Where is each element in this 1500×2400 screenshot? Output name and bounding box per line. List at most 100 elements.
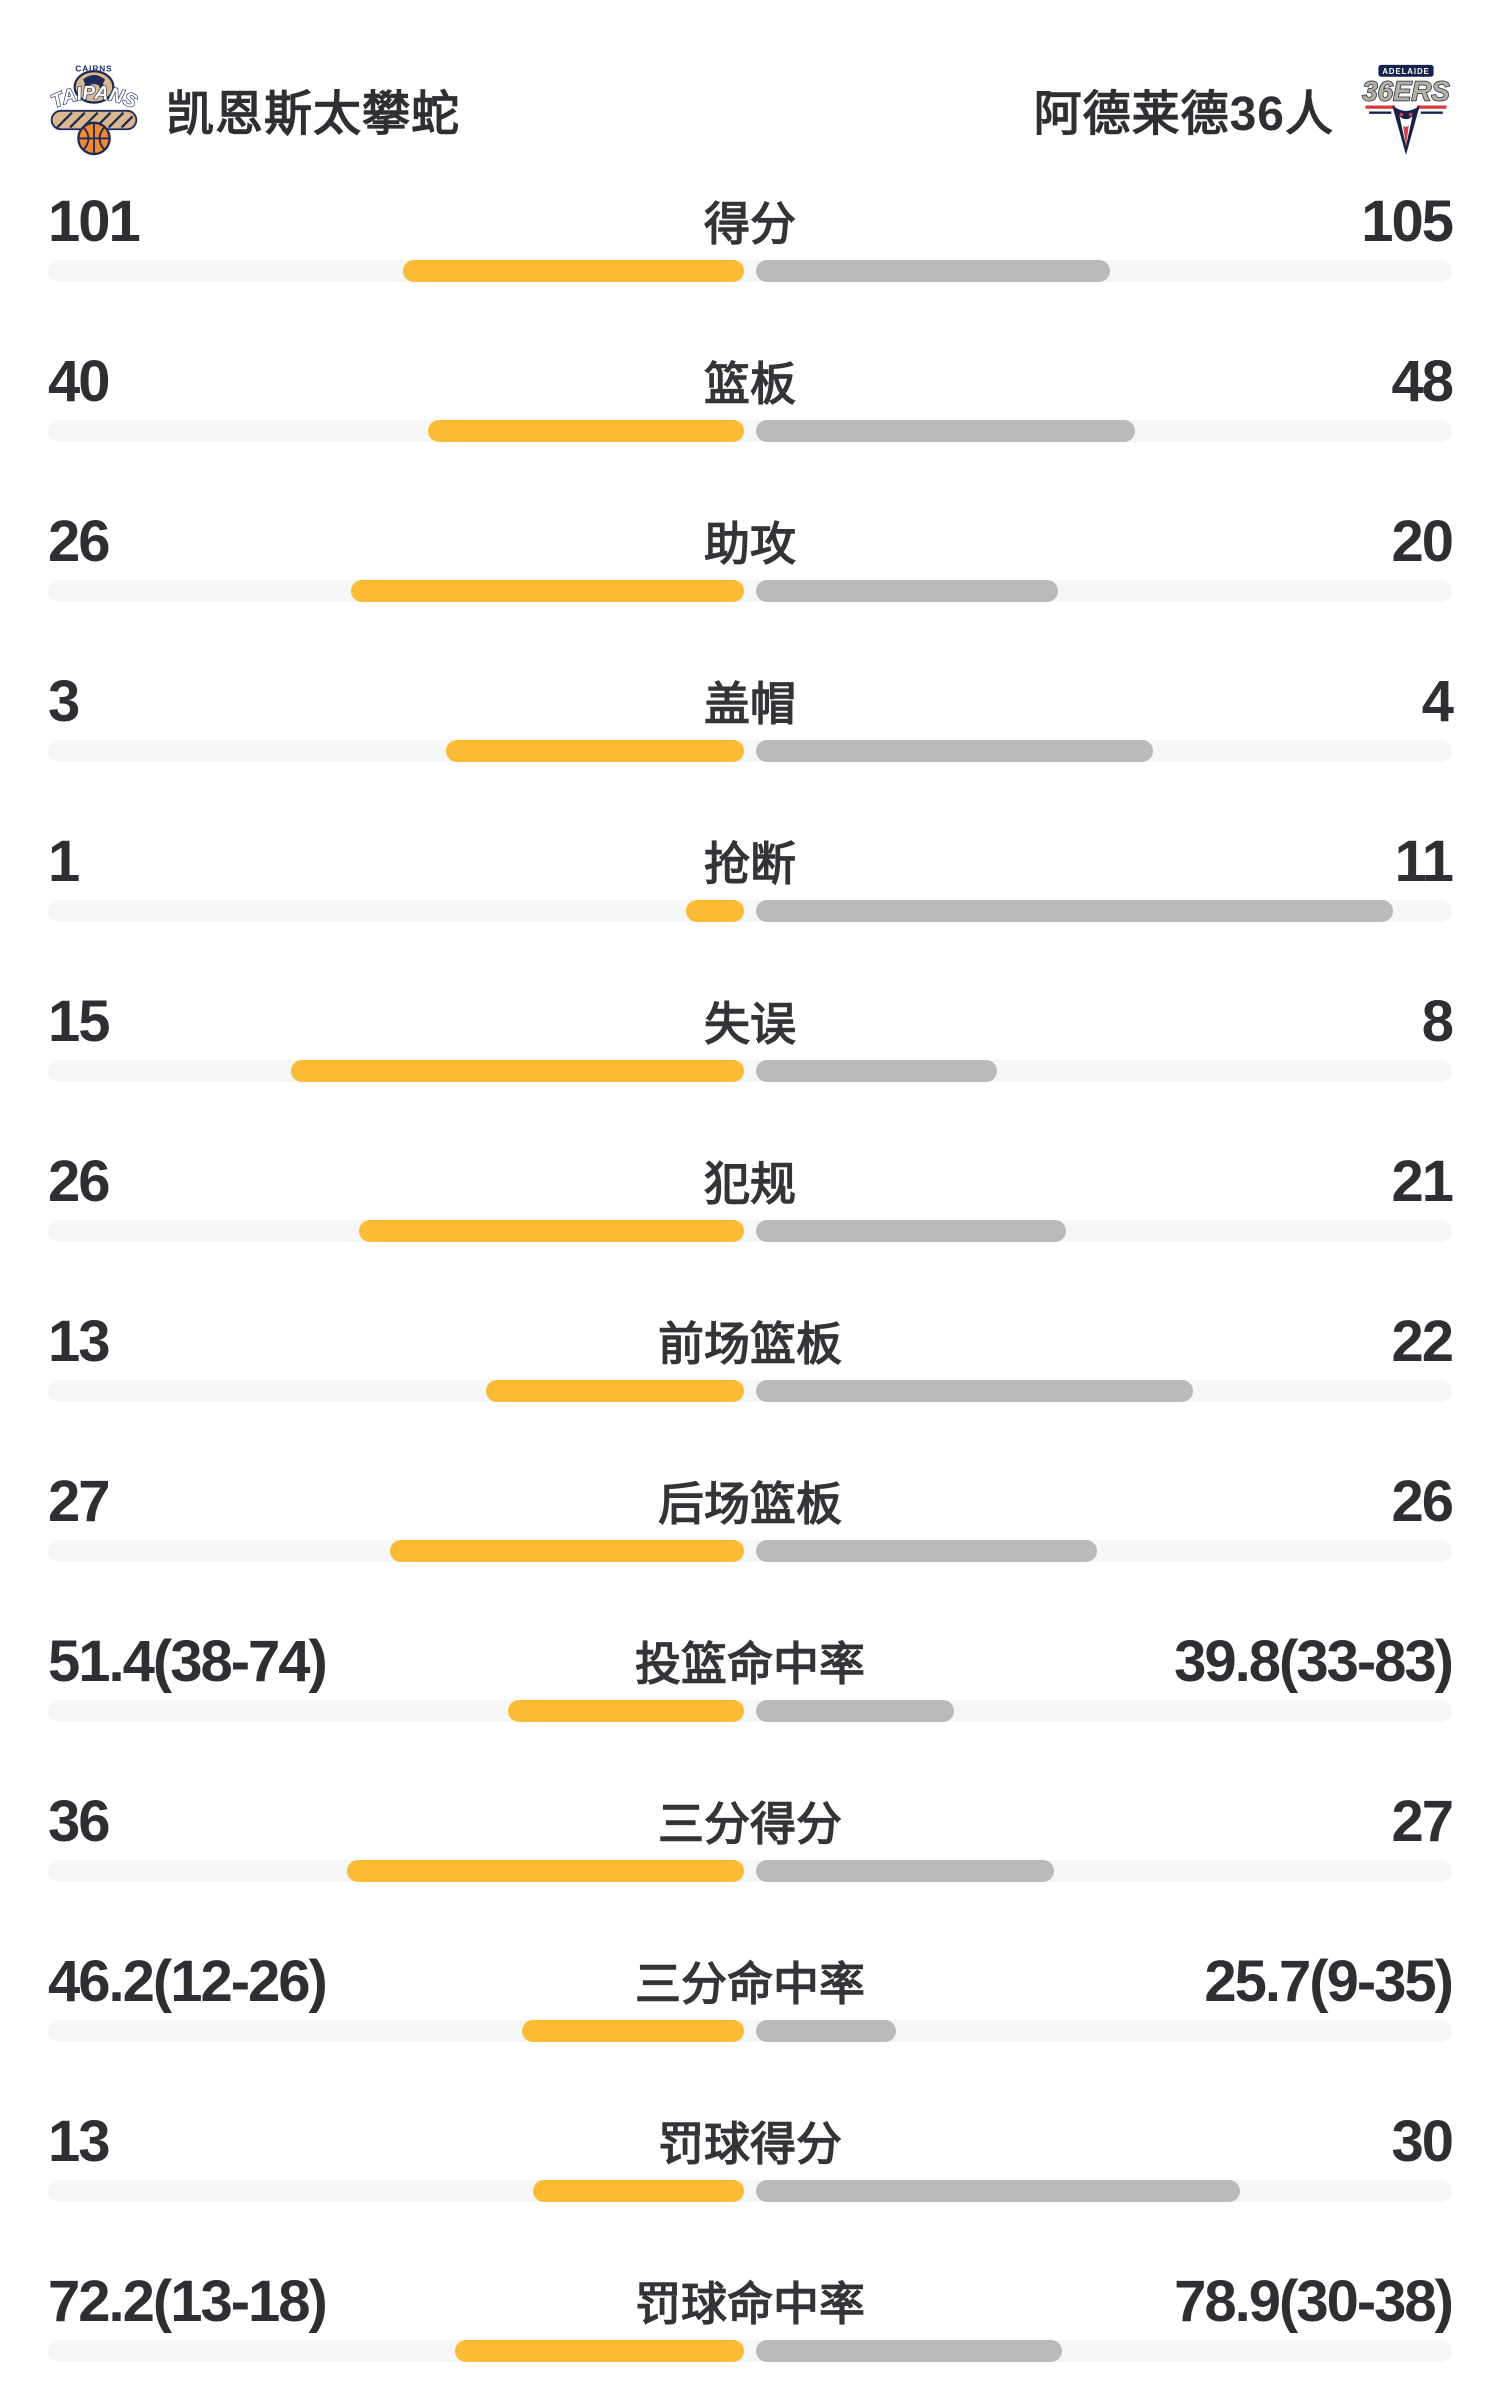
home-value: 3 bbox=[48, 669, 80, 734]
home-value: 26 bbox=[48, 509, 110, 574]
home-value: 72.2(13-18) bbox=[48, 2269, 328, 2334]
home-team[interactable]: CAIRNS TAIPANS 凯恩斯太攀蛇 bbox=[48, 61, 460, 157]
stat-row-steals: 1 抢断 11 bbox=[0, 820, 1500, 980]
stat-row-free-throw-points: 13 罚球得分 30 bbox=[0, 2100, 1500, 2260]
away-value: 30 bbox=[1391, 2109, 1453, 2174]
home-value: 51.4(38-74) bbox=[48, 1629, 328, 1694]
away-value: 20 bbox=[1391, 509, 1453, 574]
stat-bar-track bbox=[48, 1540, 1452, 1562]
stat-row-assists: 26 助攻 20 bbox=[0, 500, 1500, 660]
away-value: 8 bbox=[1421, 989, 1454, 1054]
home-value: 36 bbox=[48, 1789, 110, 1854]
stat-row-offensive-rebounds: 13 前场篮板 22 bbox=[0, 1300, 1500, 1460]
stat-bar-track bbox=[48, 2180, 1452, 2202]
stat-row-turnovers: 15 失误 8 bbox=[0, 980, 1500, 1140]
stat-bar-track bbox=[48, 580, 1452, 602]
home-bar bbox=[350, 580, 744, 602]
stat-label: 得分 bbox=[704, 198, 796, 250]
away-bar bbox=[756, 900, 1394, 922]
stat-bar-track bbox=[48, 740, 1452, 762]
home-value: 46.2(12-26) bbox=[48, 1949, 328, 2014]
home-value: 1 bbox=[48, 829, 80, 894]
away-value: 78.9(30-38) bbox=[1174, 2269, 1454, 2334]
stat-bar-track bbox=[48, 1220, 1452, 1242]
home-value: 13 bbox=[48, 2109, 110, 2174]
stat-label: 犯规 bbox=[704, 1158, 796, 1210]
stat-label: 助攻 bbox=[704, 518, 796, 570]
away-bar bbox=[756, 1380, 1193, 1402]
home-bar bbox=[290, 1060, 744, 1082]
stat-row-three-point-pct: 46.2(12-26) 三分命中率 25.7(9-35) bbox=[0, 1940, 1500, 2100]
away-bar bbox=[756, 1860, 1054, 1882]
home-value: 26 bbox=[48, 1149, 110, 1214]
stat-label: 罚球得分 bbox=[658, 2118, 842, 2170]
away-value: 4 bbox=[1421, 669, 1454, 734]
home-bar bbox=[402, 260, 744, 282]
away-team[interactable]: 阿德莱德36人 ADELAIDE 36ERS bbox=[1034, 61, 1452, 157]
stat-row-blocks: 3 盖帽 4 bbox=[0, 660, 1500, 820]
away-value: 11 bbox=[1394, 829, 1454, 894]
away-value: 22 bbox=[1391, 1309, 1453, 1374]
stat-label: 失误 bbox=[704, 998, 796, 1050]
stat-bar-track bbox=[48, 1060, 1452, 1082]
home-bar bbox=[428, 420, 744, 442]
home-bar bbox=[485, 1380, 744, 1402]
taipans-city-text: CAIRNS bbox=[75, 64, 112, 73]
away-bar bbox=[756, 1220, 1067, 1242]
home-bar bbox=[390, 1540, 744, 1562]
home-bar bbox=[359, 1220, 744, 1242]
stat-row-fouls: 26 犯规 21 bbox=[0, 1140, 1500, 1300]
stat-label: 前场篮板 bbox=[658, 1318, 842, 1370]
away-bar bbox=[756, 1060, 998, 1082]
home-bar bbox=[454, 2340, 744, 2362]
stat-label: 投篮命中率 bbox=[635, 1638, 865, 1690]
stat-bar-track bbox=[48, 1860, 1452, 1882]
home-bar bbox=[446, 740, 744, 762]
away-value: 39.8(33-83) bbox=[1174, 1629, 1454, 1694]
away-bar bbox=[756, 2340, 1063, 2362]
away-bar bbox=[756, 260, 1110, 282]
away-value: 27 bbox=[1391, 1789, 1453, 1854]
away-bar bbox=[756, 420, 1136, 442]
away-value: 48 bbox=[1391, 349, 1453, 414]
stat-bar-track bbox=[48, 1380, 1452, 1402]
home-bar bbox=[508, 1700, 744, 1722]
stat-row-three-point-points: 36 三分得分 27 bbox=[0, 1780, 1500, 1940]
stat-row-points: 101 得分 105 bbox=[0, 180, 1500, 340]
adelaide-36ers-logo: ADELAIDE 36ERS bbox=[1362, 64, 1451, 155]
stat-label: 三分得分 bbox=[658, 1798, 842, 1850]
stat-label: 抢断 bbox=[704, 838, 796, 890]
stat-bar-track bbox=[48, 260, 1452, 282]
home-bar bbox=[522, 2020, 744, 2042]
stat-bar-track bbox=[48, 1700, 1452, 1722]
stat-label: 三分命中率 bbox=[635, 1958, 865, 2010]
away-team-name: 阿德莱德36人 bbox=[1033, 88, 1334, 141]
home-bar bbox=[686, 900, 744, 922]
away-bar bbox=[756, 740, 1154, 762]
away-bar bbox=[756, 1540, 1098, 1562]
stat-row-field-goal-pct: 51.4(38-74) 投篮命中率 39.8(33-83) bbox=[0, 1620, 1500, 1780]
away-value: 25.7(9-35) bbox=[1204, 1949, 1454, 2014]
away-bar bbox=[756, 2180, 1241, 2202]
away-value: 105 bbox=[1361, 189, 1454, 254]
home-value: 15 bbox=[48, 989, 110, 1054]
stat-bar-track bbox=[48, 2340, 1452, 2362]
cairns-taipans-logo: CAIRNS TAIPANS bbox=[48, 64, 140, 156]
match-header: CAIRNS TAIPANS 凯恩斯太攀蛇 阿德莱德36人 ADELAIDE 3… bbox=[0, 0, 1500, 180]
away-value: 26 bbox=[1391, 1469, 1453, 1534]
stat-bar-track bbox=[48, 900, 1452, 922]
home-value: 101 bbox=[48, 189, 141, 254]
sixers-wordmark: 36ERS bbox=[1362, 76, 1450, 107]
stat-row-free-throw-pct: 72.2(13-18) 罚球命中率 78.9(30-38) bbox=[0, 2260, 1500, 2400]
stat-bar-track bbox=[48, 2020, 1452, 2042]
stat-label: 罚球命中率 bbox=[635, 2278, 865, 2330]
away-bar bbox=[756, 580, 1058, 602]
home-value: 27 bbox=[48, 1469, 110, 1534]
sixers-city-text: ADELAIDE bbox=[1382, 67, 1429, 76]
home-value: 40 bbox=[48, 349, 110, 414]
away-value: 21 bbox=[1391, 1149, 1453, 1214]
away-bar bbox=[756, 2020, 897, 2042]
home-bar bbox=[533, 2180, 744, 2202]
stat-label: 后场篮板 bbox=[658, 1478, 842, 1530]
